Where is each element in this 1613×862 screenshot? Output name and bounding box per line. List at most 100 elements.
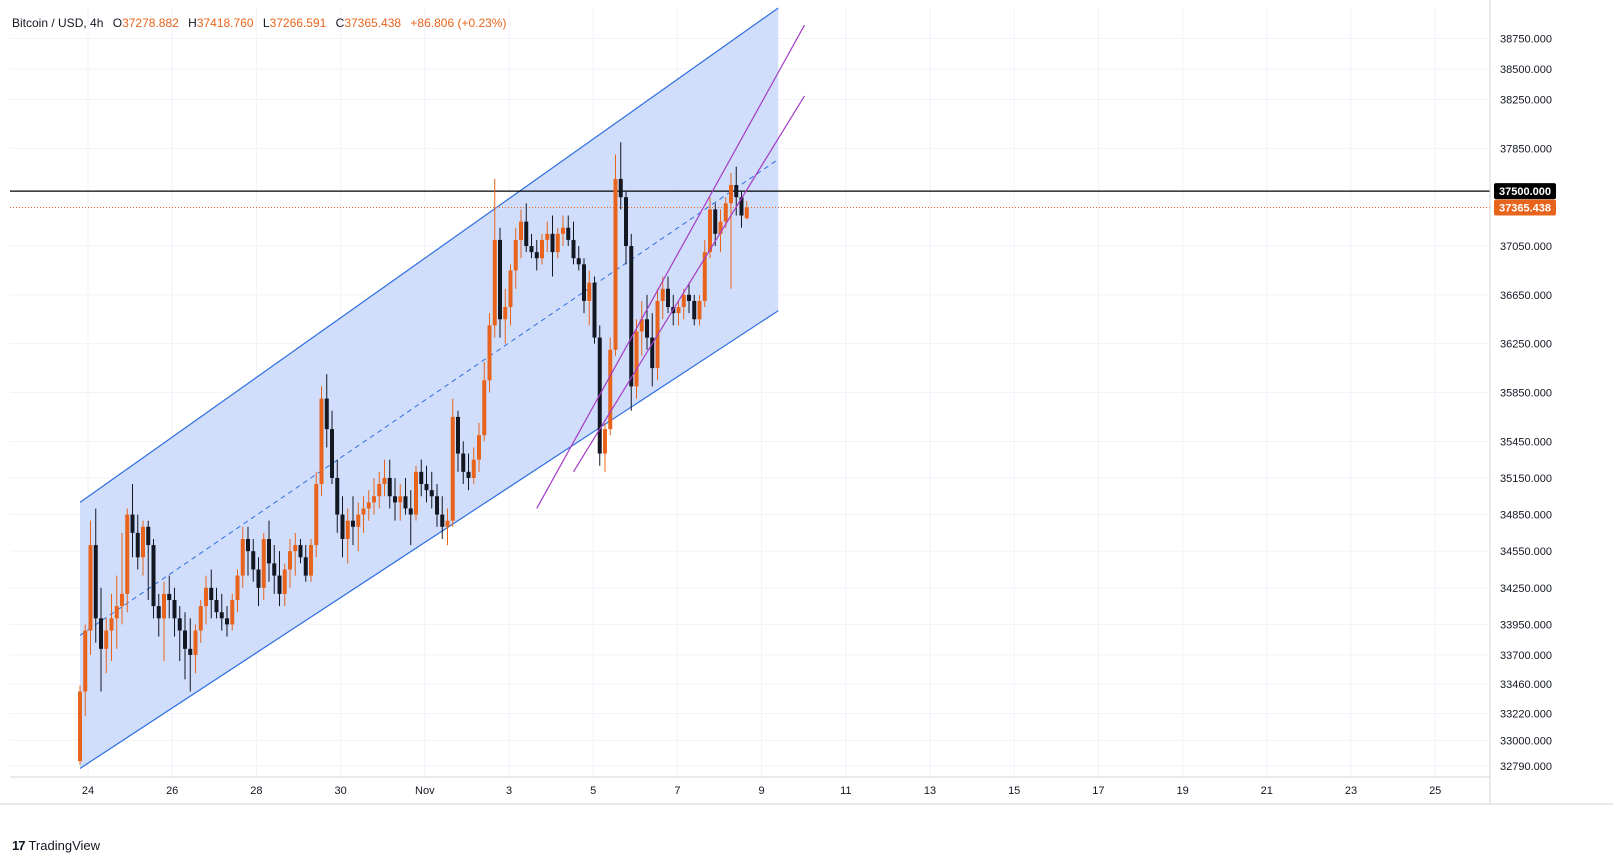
regression-channel[interactable] bbox=[79, 7, 779, 769]
candle-body-76 bbox=[477, 435, 481, 460]
channel-mid-line bbox=[79, 158, 779, 636]
candle-body-119 bbox=[702, 252, 707, 301]
candle-body-66 bbox=[424, 484, 429, 491]
y-tick-label-5: 33950.000 bbox=[1500, 619, 1552, 631]
x-tick-label-10: 13 bbox=[924, 785, 936, 797]
y-tick-label-11: 35850.000 bbox=[1500, 388, 1552, 400]
candle-body-115 bbox=[681, 294, 686, 308]
x-tick-label-4: Nov bbox=[415, 785, 435, 797]
candle-body-4 bbox=[99, 618, 103, 649]
level-price-tag-bg bbox=[1494, 183, 1556, 200]
candle-body-124 bbox=[729, 184, 733, 204]
candle-body-47 bbox=[324, 398, 329, 430]
candle-body-125 bbox=[734, 184, 739, 198]
candle-body-56 bbox=[372, 496, 376, 503]
candle-body-62 bbox=[403, 496, 408, 509]
candle-body-48 bbox=[330, 429, 334, 478]
trend-lines[interactable] bbox=[536, 24, 806, 509]
candle-body-31 bbox=[240, 538, 245, 576]
candle-body-64 bbox=[414, 471, 418, 515]
candle-body-108 bbox=[645, 319, 649, 338]
purple-trend-line-0 bbox=[536, 24, 806, 509]
x-tick-label-9: 11 bbox=[840, 785, 851, 797]
candle-body-104 bbox=[624, 197, 628, 247]
x-tick-label-2: 28 bbox=[250, 785, 262, 797]
candle-body-111 bbox=[660, 288, 665, 301]
candle-body-55 bbox=[366, 502, 371, 509]
candle-body-13 bbox=[146, 526, 151, 546]
low-key: L bbox=[262, 16, 270, 30]
candle-body-32 bbox=[246, 538, 250, 552]
candle-body-9 bbox=[125, 514, 130, 594]
candle-body-123 bbox=[723, 203, 728, 222]
candle-body-24 bbox=[204, 587, 208, 607]
candle-body-122 bbox=[718, 221, 723, 234]
x-tick-label-6: 5 bbox=[590, 785, 596, 797]
x-tick-label-14: 21 bbox=[1261, 785, 1273, 797]
candle-body-100 bbox=[603, 429, 607, 454]
candle-body-83 bbox=[513, 239, 518, 271]
candle-body-21 bbox=[188, 648, 193, 655]
candle-body-59 bbox=[387, 477, 392, 497]
candle-body-5 bbox=[104, 630, 109, 649]
candle-body-65 bbox=[419, 471, 424, 485]
candle-body-51 bbox=[345, 520, 350, 539]
candle-body-39 bbox=[282, 569, 287, 594]
candle-body-75 bbox=[471, 459, 476, 478]
candle-body-72 bbox=[456, 416, 460, 454]
y-tick-label-2: 33220.000 bbox=[1500, 709, 1552, 721]
candle-body-17 bbox=[167, 593, 172, 601]
candle-body-121 bbox=[713, 209, 718, 234]
candle-body-1 bbox=[83, 630, 88, 692]
candle-body-43 bbox=[303, 557, 308, 576]
horizontal-levels[interactable] bbox=[10, 190, 1490, 209]
x-tick-label-12: 17 bbox=[1092, 785, 1104, 797]
candle-body-74 bbox=[466, 471, 471, 478]
candle-body-58 bbox=[382, 477, 387, 485]
candle-body-69 bbox=[440, 514, 445, 527]
y-tick-label-12: 36250.000 bbox=[1500, 339, 1552, 351]
candle-body-57 bbox=[377, 484, 382, 497]
candle-body-89 bbox=[545, 233, 550, 240]
purple-trend-line-1 bbox=[572, 95, 806, 473]
candle-body-33 bbox=[251, 551, 256, 570]
candle-body-84 bbox=[519, 221, 523, 240]
x-tick-label-15: 23 bbox=[1345, 785, 1357, 797]
candle-body-41 bbox=[293, 545, 298, 552]
y-tick-label-6: 34250.000 bbox=[1500, 583, 1552, 595]
candle-body-34 bbox=[256, 569, 261, 588]
candle-body-120 bbox=[708, 209, 712, 253]
candle-body-68 bbox=[435, 496, 439, 515]
x-tick-label-5: 3 bbox=[506, 785, 512, 797]
open-key: O bbox=[112, 16, 123, 30]
candle-body-71 bbox=[450, 416, 455, 521]
candle-body-106 bbox=[634, 331, 639, 387]
y-tick-label-0: 32790.000 bbox=[1500, 761, 1552, 773]
candle-body-116 bbox=[687, 294, 691, 301]
candle-body-77 bbox=[482, 380, 487, 436]
candle-body-37 bbox=[272, 563, 277, 576]
candle-body-53 bbox=[356, 514, 361, 527]
close-value: 37365.438 bbox=[344, 16, 402, 30]
candle-body-23 bbox=[198, 606, 203, 631]
level-price-tag: 37500.000 bbox=[1499, 186, 1551, 198]
candle-body-112 bbox=[666, 288, 670, 308]
candle-body-2 bbox=[88, 545, 93, 631]
y-tick-label-18: 38750.000 bbox=[1500, 34, 1552, 46]
candle-body-15 bbox=[156, 606, 161, 619]
y-tick-label-14: 37050.000 bbox=[1500, 241, 1552, 253]
candle-body-26 bbox=[214, 600, 219, 613]
y-tick-label-1: 33000.000 bbox=[1500, 735, 1552, 747]
candle-body-42 bbox=[298, 545, 303, 558]
open-value: 37278.882 bbox=[122, 16, 179, 30]
candle-body-126 bbox=[739, 197, 744, 216]
symbol-label[interactable]: Bitcoin / USD, 4h bbox=[12, 16, 104, 30]
candle-body-0 bbox=[78, 691, 82, 762]
candle-body-16 bbox=[162, 593, 166, 619]
candle-body-87 bbox=[534, 252, 539, 259]
change-value: +86.806 (+0.23%) bbox=[410, 16, 507, 30]
tradingview-brand[interactable]: 17 TradingView bbox=[12, 838, 100, 853]
axes: 32790.00033000.00033220.00033460.0003370… bbox=[0, 0, 1613, 805]
candle-body-7 bbox=[114, 606, 119, 619]
